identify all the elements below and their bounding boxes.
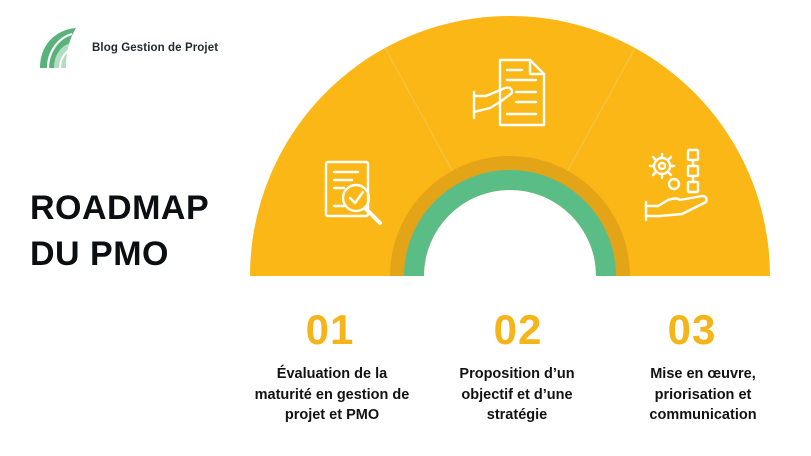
step-text-02: Proposition d’un objectif et d’une strat… <box>459 366 575 424</box>
brand-name: Blog Gestion de Projet <box>92 42 219 54</box>
step-number-02: 02 <box>493 306 543 353</box>
brand-logo[interactable]: Blog Gestion de Projet <box>36 24 218 72</box>
step-text-01: Évaluation de la maturité en gestion de … <box>254 366 410 424</box>
title-line-2: DU PMO <box>30 234 169 273</box>
gears-hand-workflow-icon <box>644 148 708 222</box>
page-title: ROADMAP DU PMO <box>30 186 209 278</box>
green-ring <box>404 170 616 276</box>
document-magnifier-check-icon <box>324 160 382 225</box>
leaf-arc-logo-icon <box>40 28 77 69</box>
step-number-03: 03 <box>667 306 717 353</box>
step-text-03: Mise en œuvre, priorisation et communica… <box>649 366 757 424</box>
step-number-01: 01 <box>305 306 355 353</box>
title-line-1: ROADMAP <box>30 189 210 227</box>
segment-02 <box>385 15 635 277</box>
hand-giving-document-icon <box>472 58 546 127</box>
